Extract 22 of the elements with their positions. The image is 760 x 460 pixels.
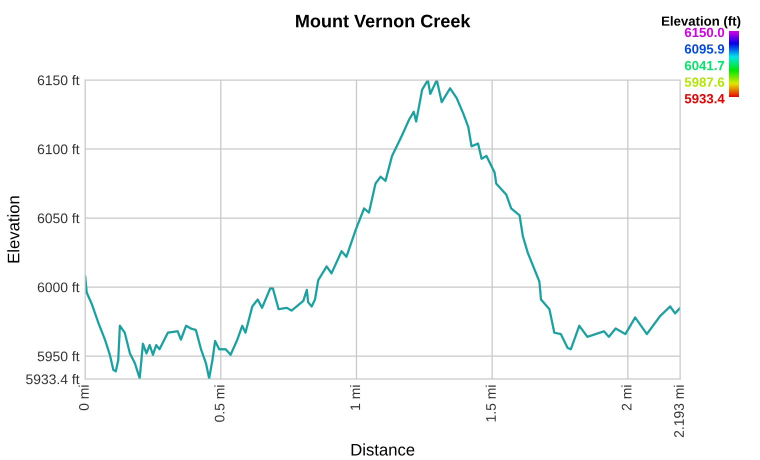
color-bar-label: 6150.0 (684, 28, 724, 38)
y-tick-label: 6150 ft (38, 75, 80, 86)
color-bar-label: 5987.6 (684, 77, 724, 87)
y-axis-title: Elevation (7, 196, 20, 262)
color-bar-title: Elevation (ft) (662, 16, 740, 28)
color-bar-label: 5933.4 (684, 94, 725, 104)
x-tick-label: 1 mi (350, 386, 360, 410)
y-tick-label: 6050 ft (38, 213, 80, 224)
x-tick-label: 2 mi (621, 386, 632, 410)
x-tick-label: 2.193 mi (674, 386, 684, 438)
y-tick-label: 5933.4 ft (26, 374, 80, 384)
y-tick-label: 6100 ft (38, 144, 80, 154)
color-bar-label: 6041.7 (684, 60, 724, 70)
color-bar-label: 6095.9 (684, 44, 724, 54)
x-tick-label: 1.5 mi (486, 386, 496, 422)
x-tick-label: 0.5 mi (214, 386, 225, 422)
line-series (85, 80, 680, 380)
x-tick-label: 0 mi (78, 386, 89, 410)
y-tick-label: 6000 ft (38, 282, 80, 292)
y-tick-label: 5950 ft (38, 351, 80, 362)
x-axis-title: Distance (352, 443, 414, 456)
chart-title: Mount Vernon Creek (296, 14, 470, 28)
